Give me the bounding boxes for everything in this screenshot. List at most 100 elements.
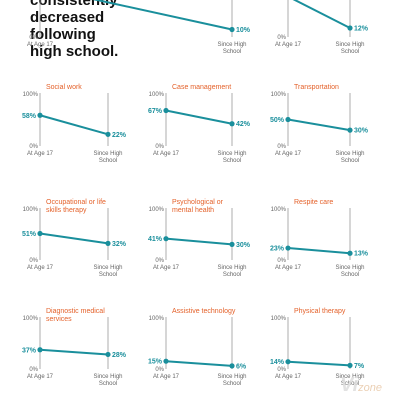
- intro-line: consistently: [30, 0, 118, 9]
- x-tick-label: School: [99, 272, 117, 278]
- series-line: [39, 232, 109, 245]
- value-label: 67%: [148, 108, 163, 115]
- x-tick-label: School: [99, 381, 117, 387]
- x-tick-label: School: [223, 381, 241, 387]
- series-line: [39, 114, 109, 136]
- series-line: [287, 360, 351, 367]
- x-tick-label: School: [341, 49, 359, 55]
- y-tick-label: 0%: [155, 258, 164, 264]
- x-tick-label: School: [223, 158, 241, 164]
- x-tick-label: At Age 17: [153, 151, 180, 157]
- panel-title: skills therapy: [46, 207, 87, 214]
- x-tick-label: School: [99, 158, 117, 164]
- x-tick-label: At Age 17: [27, 374, 54, 380]
- x-tick-label: At Age 17: [27, 265, 54, 271]
- x-tick-label: Since High: [335, 265, 364, 271]
- panel-title: Occupational or life: [46, 199, 106, 206]
- y-tick-label: 100%: [149, 207, 165, 213]
- data-point: [229, 26, 235, 33]
- y-tick-label: 100%: [149, 316, 165, 322]
- panel-title: Psychological or: [172, 199, 224, 206]
- x-tick-label: At Age 17: [275, 265, 302, 271]
- data-point: [285, 116, 291, 123]
- value-label: 13%: [354, 251, 369, 258]
- intro-heading: consistently decreased following high sc…: [30, 0, 160, 60]
- panel-title: Transportation: [294, 84, 339, 91]
- x-tick-label: School: [341, 381, 359, 387]
- y-tick-label: 0%: [29, 35, 38, 41]
- data-point: [229, 363, 235, 369]
- x-tick-label: Since High: [93, 374, 122, 380]
- x-tick-label: Since High: [335, 42, 364, 48]
- x-tick-label: At Age 17: [27, 42, 54, 48]
- series-line: [92, 0, 233, 31]
- intro-line: decreased: [30, 9, 105, 26]
- value-label: 10%: [236, 27, 251, 34]
- series-line: [292, 0, 351, 29]
- value-label: 15%: [148, 359, 163, 366]
- watermark-logo: Vizone: [340, 374, 382, 397]
- x-tick-label: At Age 17: [27, 151, 54, 157]
- data-point: [37, 347, 43, 353]
- x-tick-label: Since High: [335, 374, 364, 380]
- y-tick-label: 0%: [277, 35, 286, 41]
- y-tick-label: 100%: [149, 92, 165, 98]
- value-label: 54%: [270, 0, 285, 1]
- y-tick-label: 0%: [155, 144, 164, 150]
- data-point: [347, 250, 353, 256]
- x-tick-label: School: [223, 49, 241, 55]
- value-label: 6%: [236, 363, 247, 370]
- value-label: 28%: [112, 352, 127, 359]
- data-point: [105, 240, 111, 246]
- panel-title: services: [46, 316, 72, 323]
- y-tick-label: 100%: [23, 92, 39, 98]
- x-tick-label: School: [341, 158, 359, 164]
- panel-title: Assistive technology: [172, 308, 236, 315]
- data-point: [347, 127, 353, 133]
- value-label: 30%: [354, 128, 369, 135]
- data-point: [37, 112, 43, 118]
- y-tick-label: 0%: [29, 144, 38, 150]
- data-point: [163, 107, 169, 114]
- panel-title: Social work: [46, 84, 82, 91]
- series-line: [165, 109, 233, 125]
- value-label: 30%: [236, 242, 251, 249]
- x-tick-label: Since High: [93, 265, 122, 271]
- value-label: 51%: [22, 231, 37, 238]
- series-line: [165, 360, 233, 367]
- x-tick-label: At Age 17: [153, 374, 180, 380]
- y-tick-label: 0%: [29, 258, 38, 264]
- y-tick-label: 0%: [29, 367, 38, 373]
- x-tick-label: At Age 17: [153, 265, 180, 271]
- y-tick-label: 100%: [271, 316, 287, 322]
- data-point: [347, 362, 353, 368]
- value-label: 32%: [112, 241, 127, 248]
- x-tick-label: At Age 17: [275, 374, 302, 380]
- data-point: [105, 351, 111, 358]
- data-point: [229, 121, 235, 127]
- x-tick-label: At Age 17: [275, 151, 302, 157]
- watermark-sub: zone: [358, 382, 383, 394]
- y-tick-label: 100%: [271, 92, 287, 98]
- value-label: 12%: [354, 26, 369, 33]
- data-point: [163, 358, 169, 364]
- intro-line: high school.: [30, 43, 119, 60]
- y-tick-label: 100%: [23, 316, 39, 322]
- data-point: [163, 236, 169, 242]
- series-line: [287, 118, 351, 132]
- x-tick-label: Since High: [217, 374, 246, 380]
- panel-title: Respite care: [294, 199, 333, 206]
- y-tick-label: 100%: [23, 207, 39, 213]
- x-tick-label: School: [341, 272, 359, 278]
- value-label: 23%: [270, 246, 285, 253]
- x-tick-label: Since High: [217, 265, 246, 271]
- intro-line: following: [30, 26, 96, 43]
- value-label: 22%: [112, 132, 127, 139]
- value-label: 14%: [270, 359, 285, 366]
- value-label: 58%: [22, 113, 37, 120]
- x-tick-label: At Age 17: [275, 42, 302, 48]
- value-label: 7%: [354, 363, 365, 370]
- data-point: [347, 25, 353, 31]
- y-tick-label: 0%: [155, 367, 164, 373]
